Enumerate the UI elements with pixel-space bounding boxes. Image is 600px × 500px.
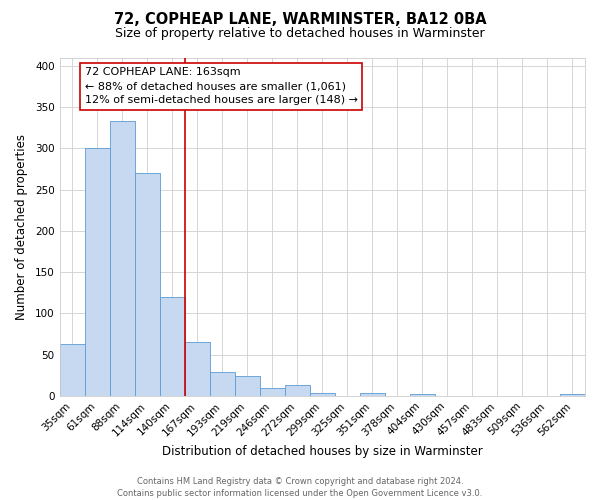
- Bar: [134, 173, 160, 396]
- Bar: [110, 121, 134, 396]
- Text: 72 COPHEAP LANE: 163sqm
← 88% of detached houses are smaller (1,061)
12% of semi: 72 COPHEAP LANE: 163sqm ← 88% of detache…: [85, 68, 358, 106]
- X-axis label: Distribution of detached houses by size in Warminster: Distribution of detached houses by size …: [162, 444, 482, 458]
- Bar: [185, 342, 209, 396]
- Y-axis label: Number of detached properties: Number of detached properties: [15, 134, 28, 320]
- Bar: [59, 344, 85, 396]
- Text: 72, COPHEAP LANE, WARMINSTER, BA12 0BA: 72, COPHEAP LANE, WARMINSTER, BA12 0BA: [113, 12, 487, 28]
- Bar: [209, 372, 235, 396]
- Text: Contains HM Land Registry data © Crown copyright and database right 2024.
Contai: Contains HM Land Registry data © Crown c…: [118, 476, 482, 498]
- Bar: [410, 394, 435, 396]
- Bar: [260, 388, 285, 396]
- Bar: [235, 376, 260, 396]
- Bar: [160, 297, 185, 396]
- Bar: [360, 394, 385, 396]
- Text: Size of property relative to detached houses in Warminster: Size of property relative to detached ho…: [115, 28, 485, 40]
- Bar: [85, 148, 110, 396]
- Bar: [285, 385, 310, 396]
- Bar: [560, 394, 585, 396]
- Bar: [310, 392, 335, 396]
